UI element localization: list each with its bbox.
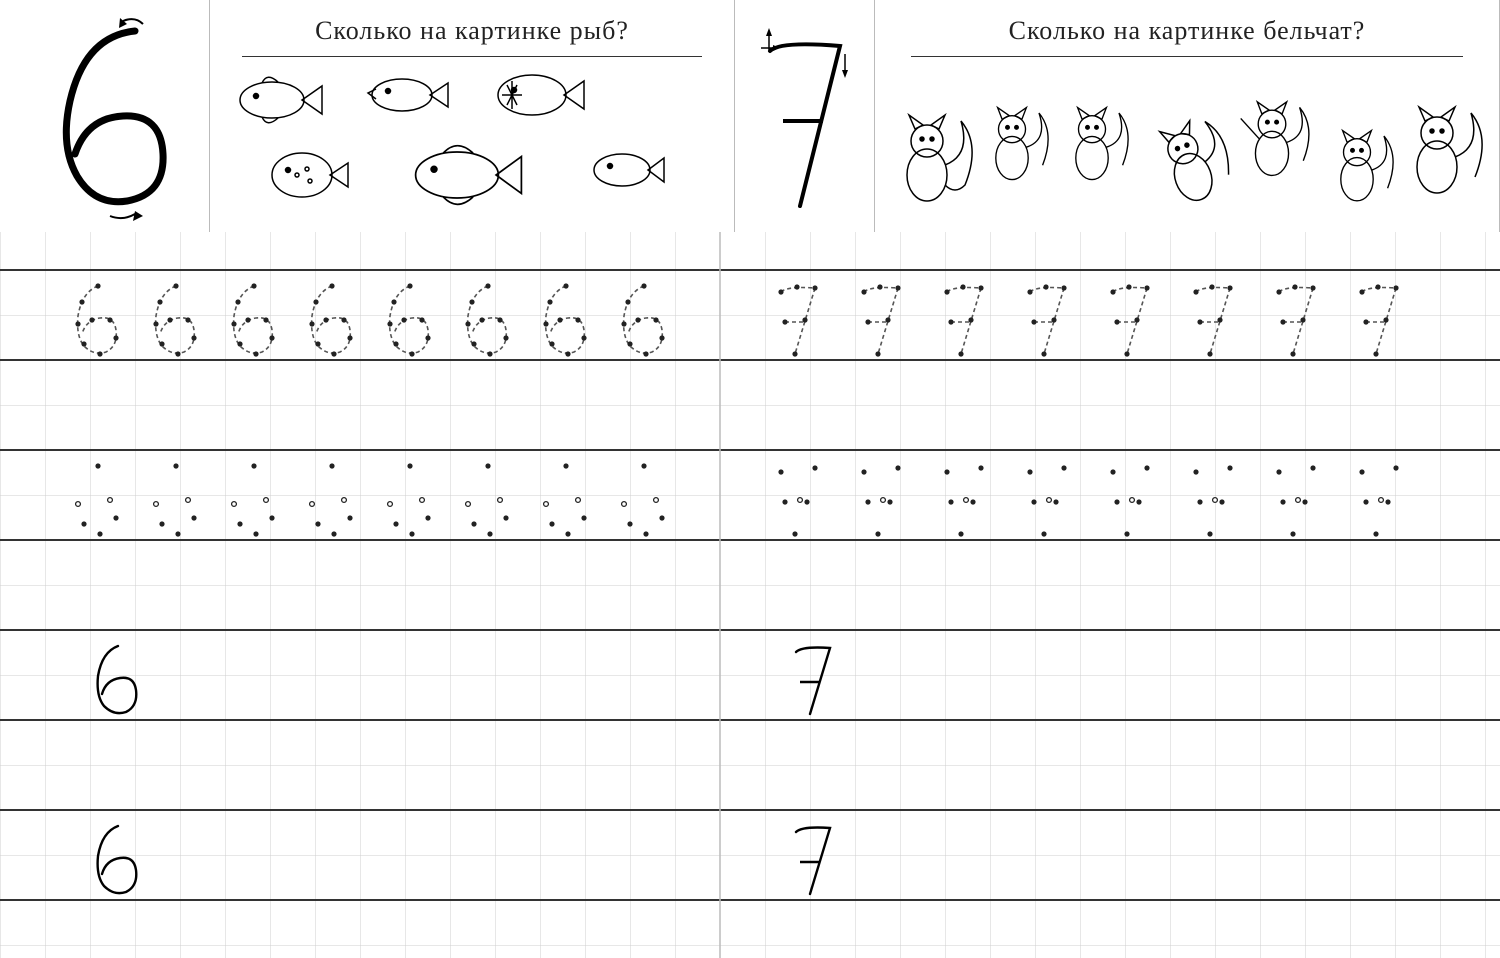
question-fish-text: Сколько на картинке рыб? (242, 10, 702, 57)
numeral-six-box (0, 0, 210, 232)
numeral-six-glyph (15, 6, 195, 226)
fish-illustration (222, 57, 722, 232)
question-squirrel-box: Сколько на картинке бельчат? (875, 0, 1500, 232)
header-zone: Сколько на картинке рыб? (0, 0, 1500, 232)
question-squirrel-text: Сколько на картинке бельчат? (911, 10, 1463, 57)
question-fish-box: Сколько на картинке рыб? (210, 0, 735, 232)
numeral-seven-glyph (745, 6, 865, 226)
squirrel-illustration (887, 57, 1487, 232)
numeral-seven-box (735, 0, 875, 232)
